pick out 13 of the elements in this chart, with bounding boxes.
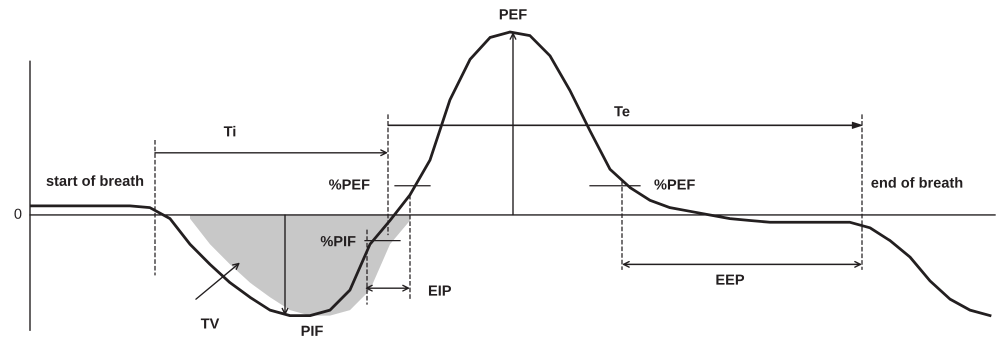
annotation: Ti [224, 126, 236, 136]
annotation: end of breath [871, 177, 962, 188]
annotation: %PIF [320, 236, 356, 246]
annotation: %PEF [654, 179, 695, 190]
annotation: EIP [428, 286, 452, 296]
annotation: EEP [716, 274, 744, 285]
annotation: start of breath [46, 175, 144, 186]
annotation: %PEF [329, 179, 370, 190]
annotation: Te [614, 106, 630, 116]
text: PEF [500, 9, 527, 20]
text: PIF [302, 326, 323, 336]
text: TV [200, 318, 220, 329]
text: 0 [14, 208, 22, 219]
